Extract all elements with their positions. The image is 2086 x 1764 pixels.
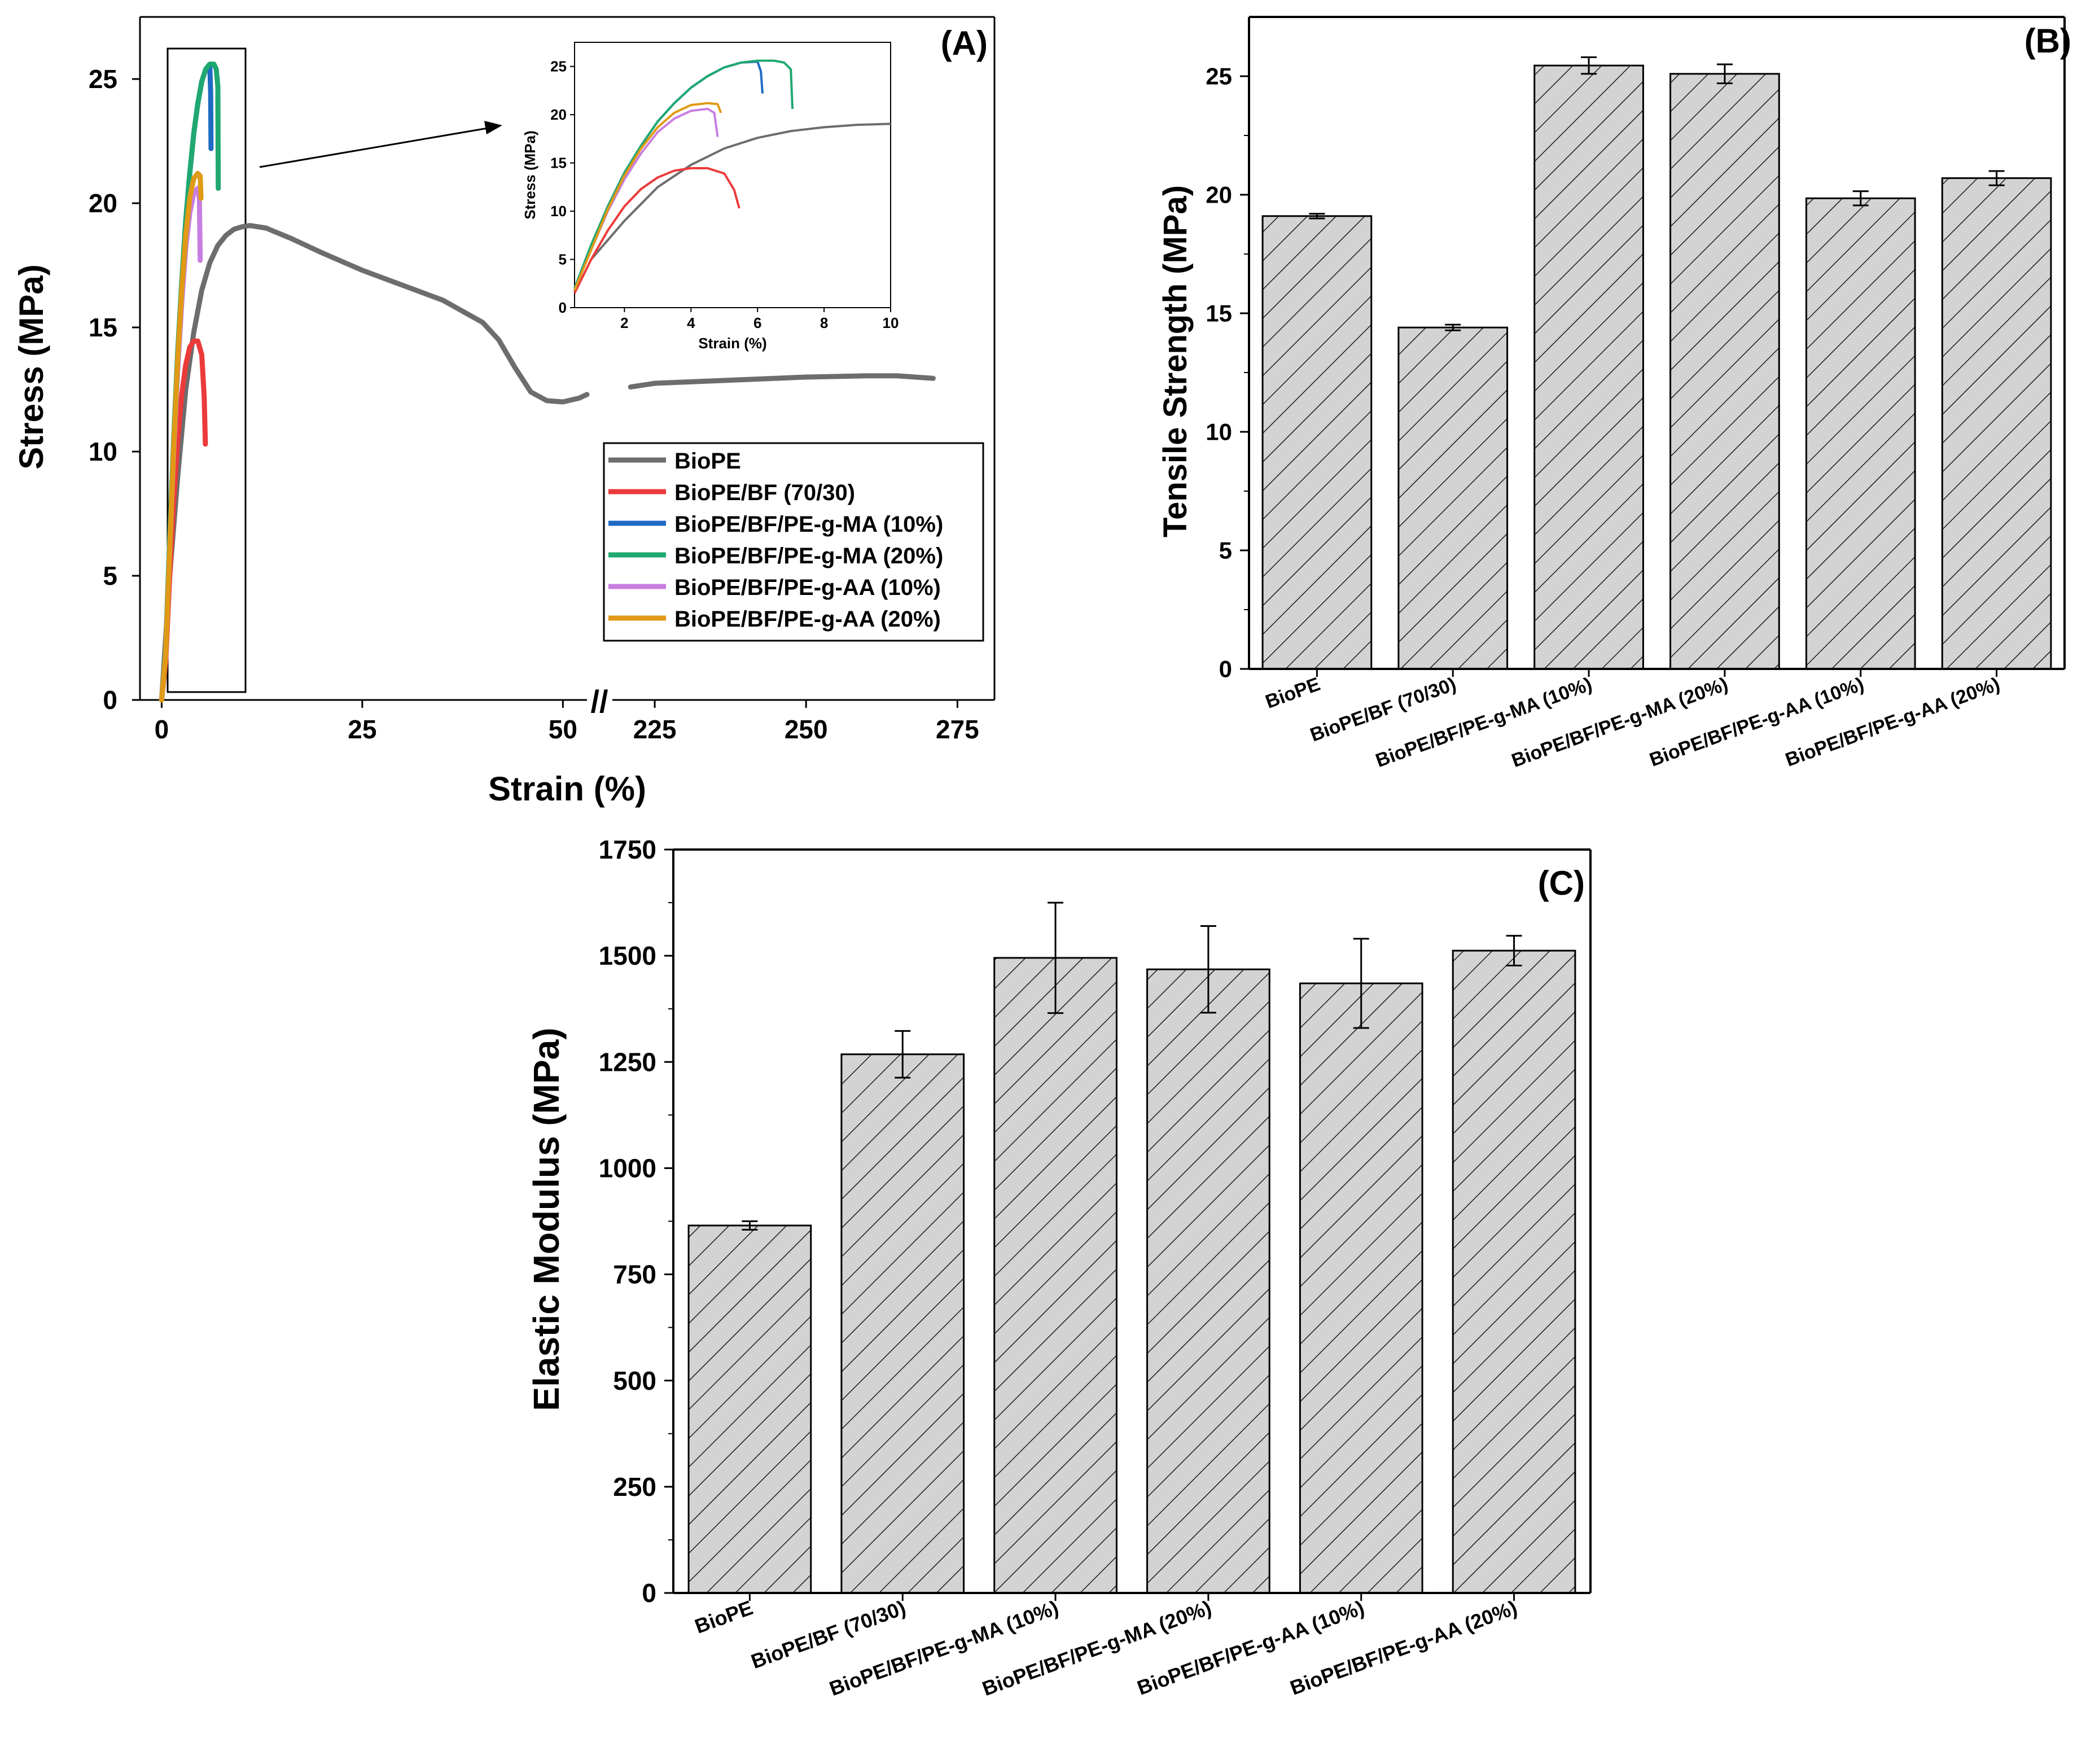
panel-b-category-label: BioPE [1263,673,1323,713]
panel-a-inset-x-tick-label: 2 [620,314,628,331]
panel-c-y-tick-label: 0 [642,1578,656,1608]
panel-a-legend-item: BioPE/BF (70/30) [674,480,855,505]
panel-c-y-tick-label: 1750 [599,835,656,864]
panel-a-label: (A) [941,24,988,62]
panel-c-category-label: BioPE [692,1596,756,1638]
panel-a-series [159,62,936,703]
panel-a-inset-series-line [573,59,794,289]
panel-b-bar [1805,197,1916,670]
panel-a-y-tick-label: 25 [89,64,117,94]
panel-a-inset-y-tick-label: 15 [550,155,567,172]
panel-a-inset-y-tick-label: 0 [559,299,567,316]
panel-a-inset-series-line [573,102,722,291]
panel-b-category-label: BioPE/BF/PE-g-MA (10%) [1373,673,1594,772]
panel-a-zoom-box [166,47,247,693]
panel-a-legend-item: BioPE/BF/PE-g-MA (10%) [674,512,943,537]
panel-b-y-tick-label: 25 [1206,63,1232,90]
panel-c-y-axis-label: Elastic Modulus (MPa) [526,1027,567,1411]
panel-c-bar [1299,982,1423,1594]
panel-c-bar [1452,949,1576,1594]
panel-c-y-tick-label: 250 [613,1472,656,1502]
panel-a-inset-x-tick-label: 8 [820,314,828,331]
panel-a-inset-x-tick-label: 4 [687,314,695,331]
panel-a-x-tick-label: 50 [549,715,577,744]
panel-a-y-tick-label: 15 [89,313,117,342]
panel-c-bar [993,957,1118,1594]
panel-a-x-tick-label: 275 [936,715,979,744]
panel-b-category-label: BioPE/BF/PE-g-AA (20%) [1782,673,2002,771]
panel-c-y-tick-label: 1250 [599,1047,656,1076]
panel-a-zoom-arrowhead [484,121,502,134]
panel-a-inset-frame [574,42,891,308]
panel-b-bar [1397,326,1509,670]
panel-a-y-tick-label: 20 [89,189,117,218]
panel-b-bar [1669,73,1780,670]
panel-b-y-tick-label: 5 [1219,537,1232,564]
panel-c-bar [1146,968,1270,1594]
panel-a-x-tick-label: 25 [348,715,376,744]
panel-a-line-chart: (A) Strain (%) Stress (MPa) //0510152025… [12,16,996,808]
panel-a-x-axis-label: Strain (%) [488,770,646,808]
panel-c-label: (C) [1538,864,1585,902]
panel-a-y-axis-label: Stress (MPa) [12,264,50,469]
panel-b-category-label: BioPE/BF/PE-g-AA (10%) [1647,673,1867,771]
panel-a-series-line [159,223,590,703]
panel-a-legend-item: BioPE/BF/PE-g-AA (10%) [674,575,941,600]
panel-c-y-tick-label: 750 [613,1260,656,1289]
panel-a-inset-series-line [573,167,740,294]
panel-a-inset-x-tick-label: 10 [883,314,899,331]
panel-a-inset-y-axis-label: Stress (MPa) [522,130,538,220]
panel-a-y-tick-label: 5 [103,561,117,590]
panel-a-series-line [159,170,204,703]
panel-b-y-tick-label: 15 [1206,300,1232,327]
panel-a-inset-y-tick-label: 20 [550,106,567,123]
panel-b-bar [1941,177,2052,670]
panel-c-bar [687,1224,812,1594]
panel-c-bar [840,1053,965,1594]
panel-a-inset-x-axis-label: Strain (%) [698,335,766,352]
panel-a-series-line [628,373,936,390]
panel-b-y-tick-label: 0 [1219,656,1232,682]
panel-a-legend-item: BioPE/BF/PE-g-MA (20%) [674,544,943,568]
panel-a-y-tick-label: 0 [103,685,117,715]
panel-a-inset-y-tick-label: 10 [550,203,567,220]
panel-a-x-tick-label: 0 [155,715,169,744]
panel-a-x-tick-label: 225 [633,715,677,744]
panel-c-y-tick-label: 500 [613,1366,656,1395]
panel-b-bar [1261,215,1373,670]
panel-a-legend: BioPE BioPE/BF (70/30) BioPE/BF/PE-g-MA (1… [603,442,984,642]
panel-b-y-tick-label: 10 [1206,419,1232,445]
panel-a-legend-box [603,442,984,642]
panel-c-bar-chart: (C) Elastic Modulus (MPa) BioPEBioPE/BF … [526,835,1592,1700]
panel-a-axis-break: // [590,684,608,719]
panel-a-legend-item: BioPE/BF/PE-g-AA (20%) [674,607,941,632]
panel-c-y-tick-label: 1500 [599,941,656,970]
panel-b-y-tick-label: 20 [1206,182,1232,208]
panel-a-inset-x-tick-label: 6 [753,314,761,331]
panel-a-inset-y-tick-label: 5 [559,251,567,268]
panel-b-y-axis-label: Tensile Strength (MPa) [1157,185,1194,537]
panel-a-inset: 2 4 6 8 10 0 5 10 15 20 25 Strain (%) Stress (MPa) [522,42,899,352]
panel-a-y-tick-label: 10 [89,437,117,466]
panel-a-legend-item: BioPE [674,449,741,474]
panel-c-y-tick-label: 1000 [599,1154,656,1183]
panel-a-x-tick-label: 250 [785,715,828,744]
panel-a-zoom-arrow [259,126,492,168]
panel-b-bar [1533,64,1644,670]
panel-b-category-label: BioPE/BF/PE-g-MA (20%) [1509,673,1730,772]
panel-a-inset-series-line [590,122,891,260]
panel-a-inset-y-tick-label: 25 [550,58,567,75]
panel-b-bar-chart: (B) Tensile Strength (MPa) BioPEBioPE/BF… [1157,16,2071,772]
